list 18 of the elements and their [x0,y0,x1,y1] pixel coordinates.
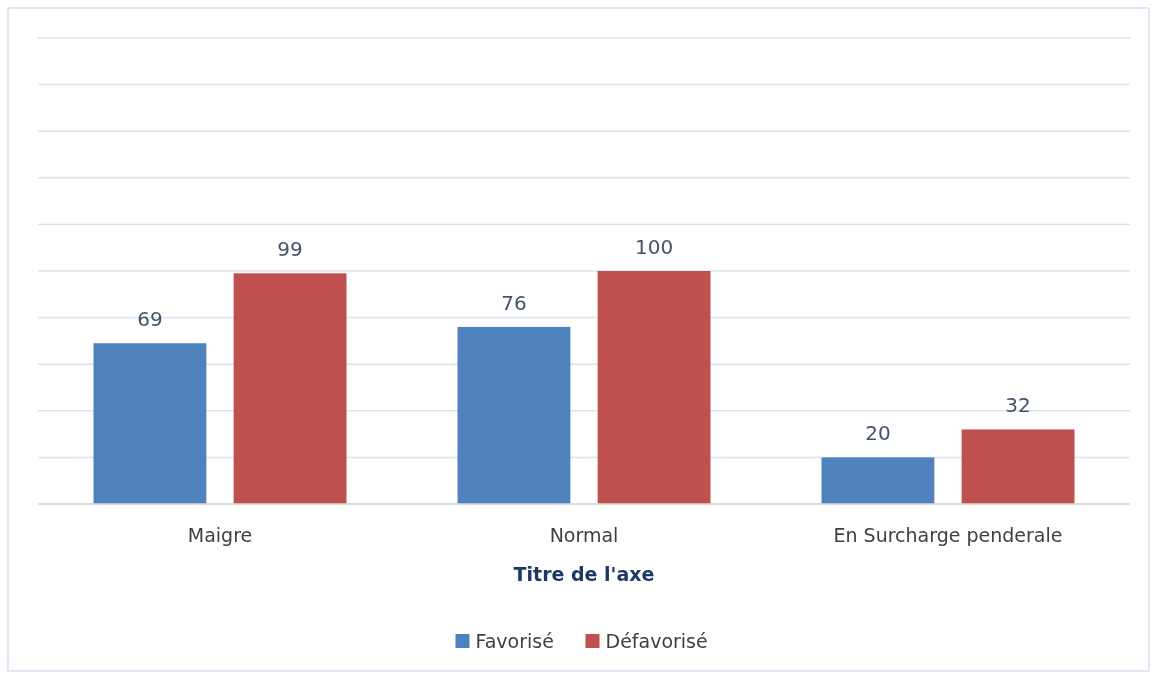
x-tick-label: En Surcharge penderale [833,524,1063,546]
legend-label: Favorisé [475,630,554,652]
x-tick-label: Maigre [187,524,253,546]
bar [961,429,1075,504]
data-label: 76 [501,290,527,315]
data-label: 32 [1005,393,1031,418]
data-label: 100 [634,235,674,259]
bar [93,343,207,504]
bar [457,326,571,504]
x-tick-label: Normal [549,524,619,546]
data-label: 20 [865,421,891,446]
bar [821,457,935,504]
bar [597,271,711,504]
data-label: 69 [137,307,163,332]
data-label: 99 [277,237,303,262]
legend-label: Défavorisé [605,630,708,652]
x-axis-title: Titre de l'axe [513,563,655,585]
bar [233,273,347,504]
